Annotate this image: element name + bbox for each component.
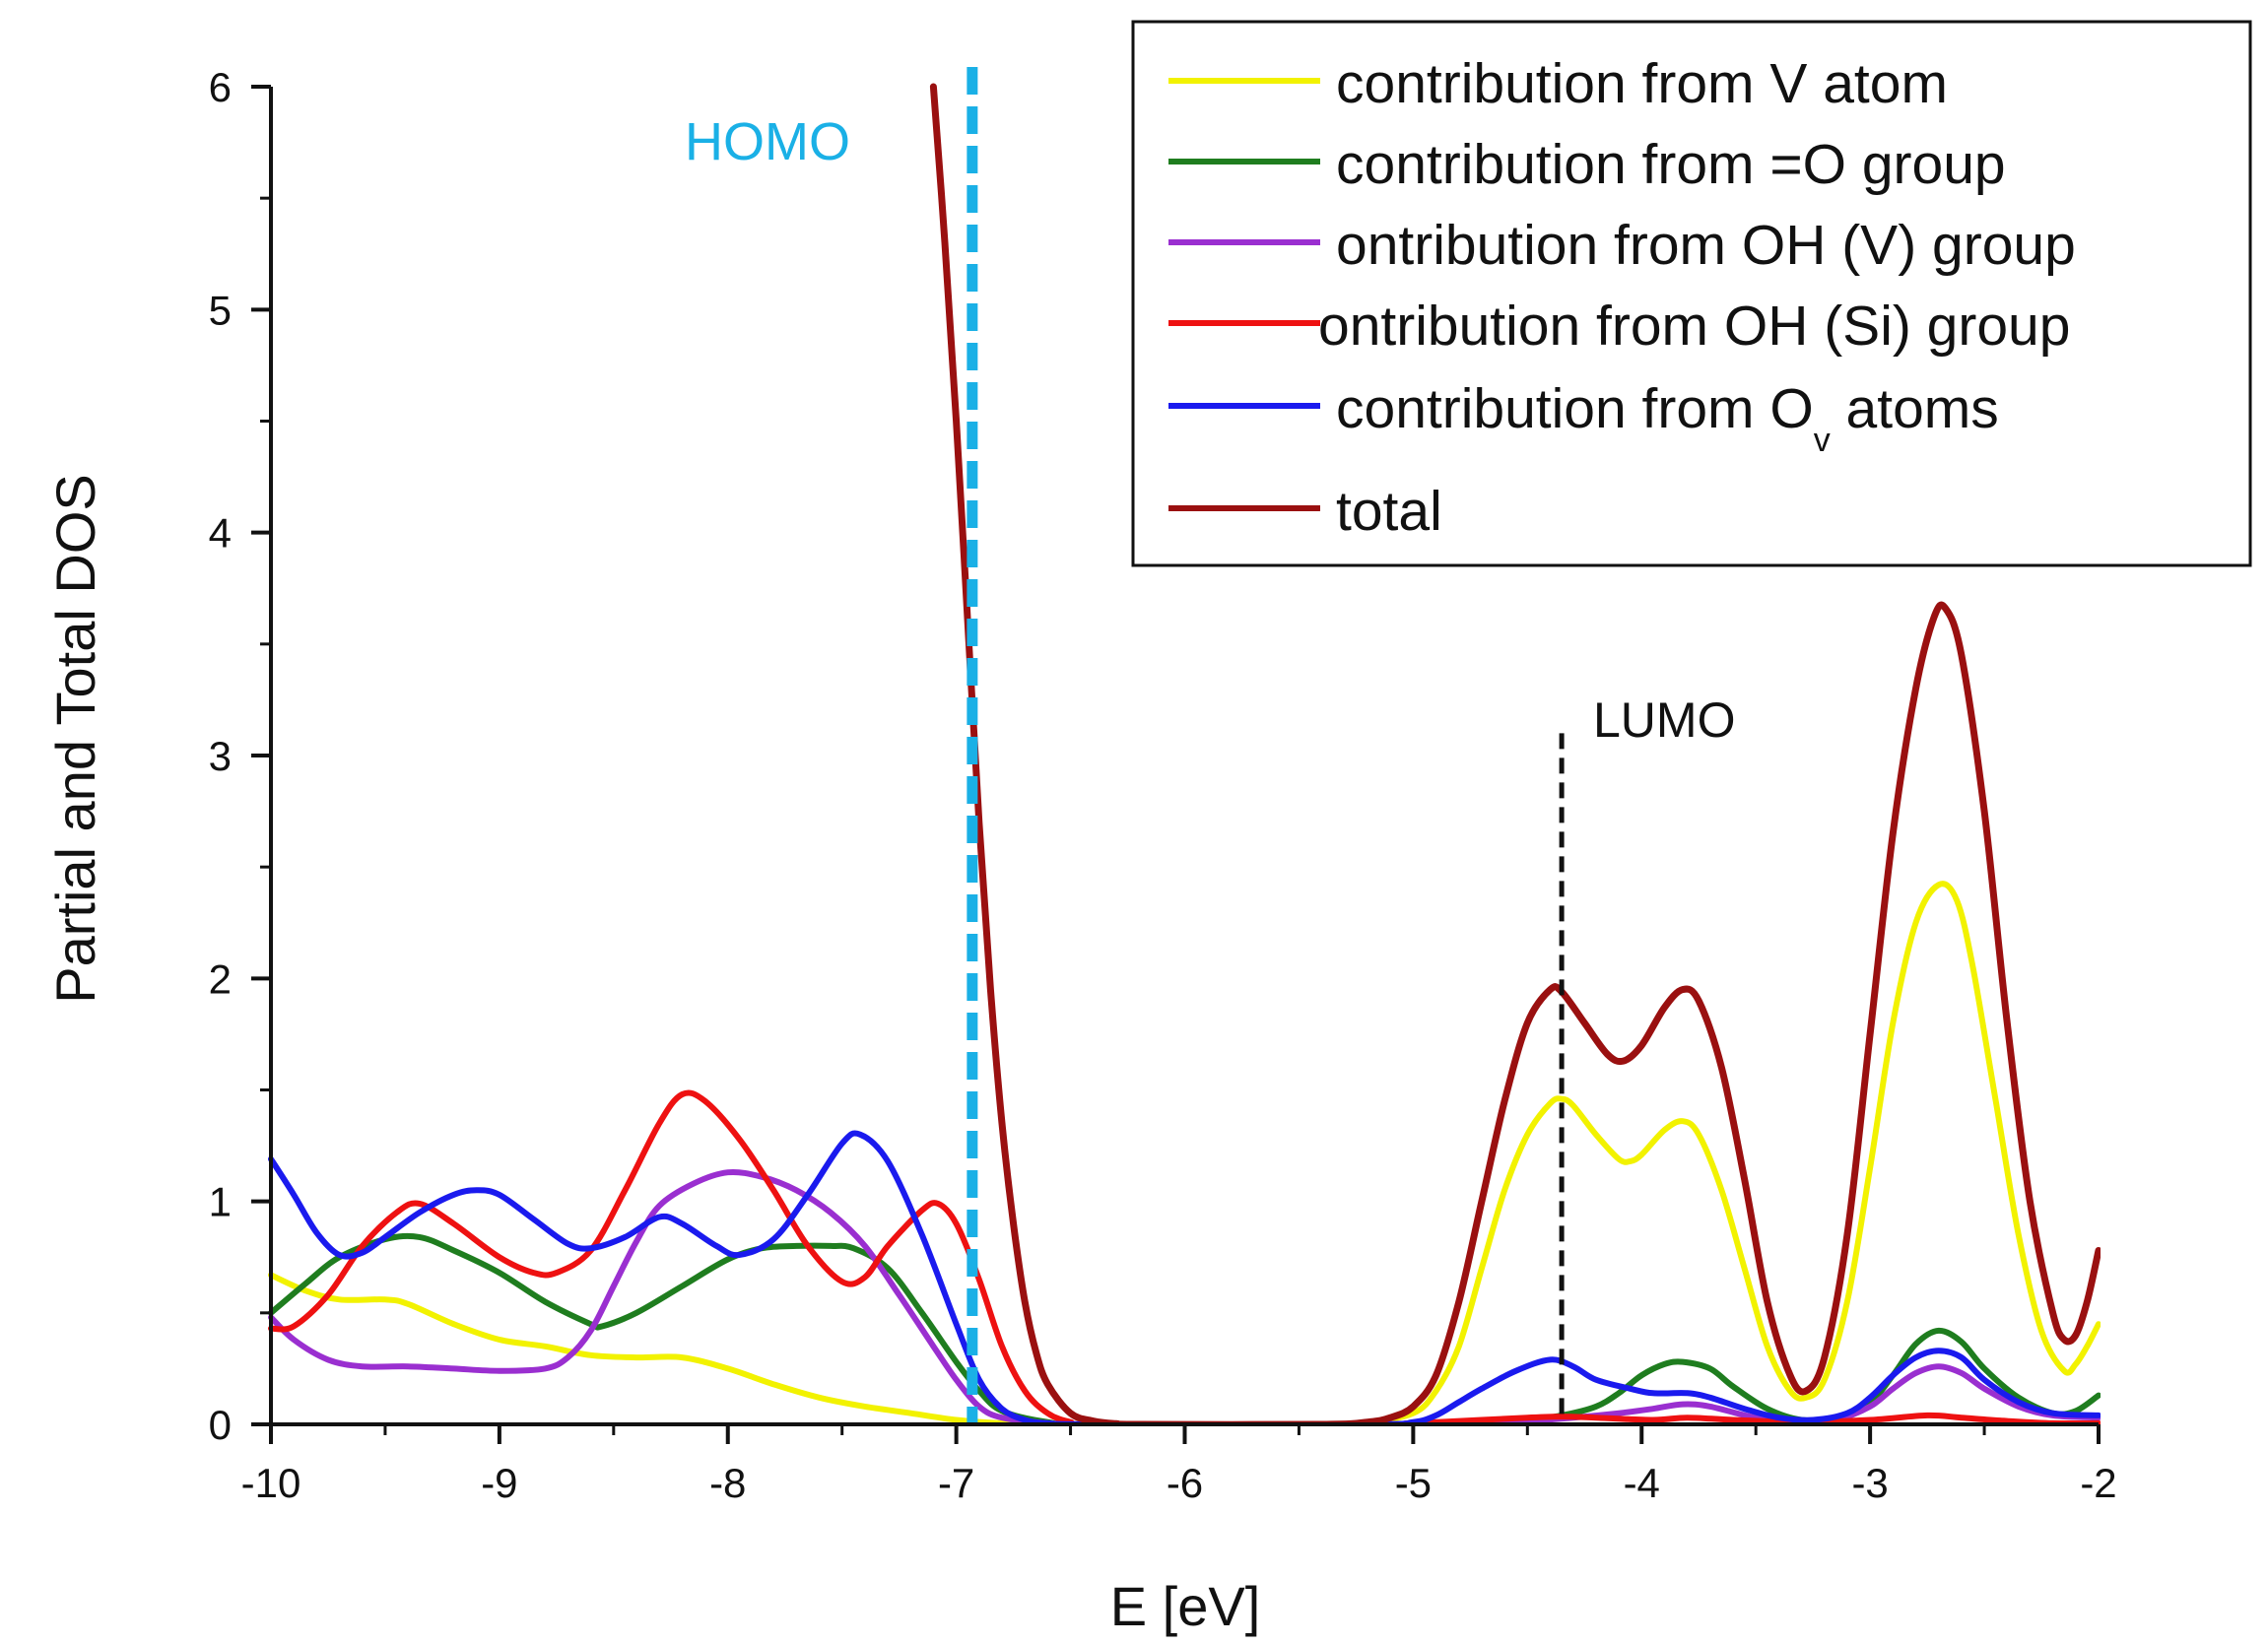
series-line-total bbox=[929, 83, 2101, 1426]
x-tick-label: -9 bbox=[481, 1460, 517, 1506]
legend-label-subscript: v bbox=[1814, 422, 1831, 459]
x-tick-label: -8 bbox=[709, 1460, 746, 1506]
legend-label-total: total bbox=[1336, 480, 1442, 543]
x-tick-label: -2 bbox=[2080, 1460, 2116, 1506]
x-axis-title: E [eV] bbox=[1110, 1575, 1261, 1637]
series-line-contribution-from-v-atom bbox=[268, 881, 2101, 1426]
lumo-label: LUMO bbox=[1593, 692, 1735, 748]
x-tick-label: -4 bbox=[1624, 1460, 1660, 1506]
x-tick-label: -6 bbox=[1167, 1460, 1203, 1506]
legend-label-contribution-from-ov-atoms: contribution from Ov atoms bbox=[1336, 377, 1999, 459]
legend-label-text: contribution from V atom bbox=[1336, 52, 1948, 115]
legend-label-contribution-from-v-atom: contribution from V atom bbox=[1336, 52, 1948, 115]
series-line-ontribution-from-oh-si-group bbox=[268, 1089, 2101, 1426]
legend-label-ontribution-from-oh-v-group: ontribution from OH (V) group bbox=[1336, 214, 2076, 277]
legend-label-text: contribution from =O group bbox=[1336, 133, 2006, 196]
y-axis-title: Partial and Total DOS bbox=[44, 474, 106, 1003]
legend-label-text: ontribution from OH (V) group bbox=[1336, 214, 2076, 277]
x-tick-label: -3 bbox=[1851, 1460, 1888, 1506]
y-tick-label: 5 bbox=[209, 287, 232, 333]
legend-label-ontribution-from-oh-si-group: ontribution from OH (Si) group bbox=[1318, 295, 2070, 358]
legend-label-contribution-from-o-group: contribution from =O group bbox=[1336, 133, 2006, 196]
x-tick-label: -7 bbox=[938, 1460, 974, 1506]
legend-label-suffix: atoms bbox=[1831, 377, 1999, 440]
legend-label-text: total bbox=[1336, 480, 1442, 543]
legend-label-text: ontribution from OH (Si) group bbox=[1318, 295, 2070, 358]
y-tick-label: 6 bbox=[209, 64, 232, 110]
tick-group: -10 -9 -8 -7 -6 -5 -4 -3 -2 0 1 2 3 4 5 6 bbox=[209, 64, 2117, 1506]
y-tick-label: 1 bbox=[209, 1179, 232, 1225]
y-tick-label: 4 bbox=[209, 510, 232, 557]
x-tick-label: -10 bbox=[241, 1460, 301, 1506]
legend-box bbox=[1131, 20, 2252, 567]
homo-label: HOMO bbox=[685, 112, 850, 171]
legend: contribution from V atom contribution fro… bbox=[1131, 20, 2252, 567]
y-tick-label: 3 bbox=[209, 733, 232, 779]
x-tick-label: -5 bbox=[1395, 1460, 1432, 1506]
y-tick-label: 2 bbox=[209, 955, 232, 1002]
legend-label-text: contribution from O bbox=[1336, 377, 1814, 440]
y-tick-label: 0 bbox=[209, 1402, 232, 1448]
